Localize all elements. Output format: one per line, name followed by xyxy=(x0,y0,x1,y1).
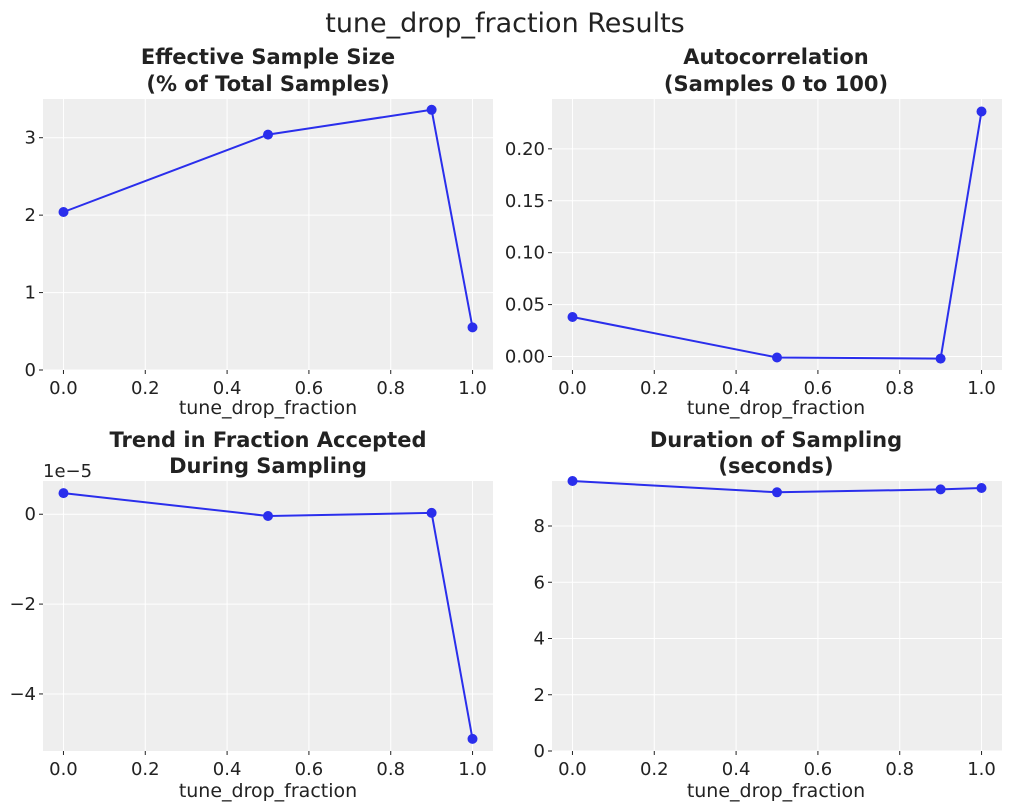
series-markers xyxy=(567,106,987,364)
axes: 0.0 0.2 0.4 0.6 0.8 1.0 0 2 4 6 8 xyxy=(534,516,996,780)
x-axis-label: tune_drop_fraction xyxy=(179,397,357,419)
x-tick-label: 0.6 xyxy=(295,378,324,399)
y-tick-label: 0 xyxy=(25,504,36,525)
x-axis-label: tune_drop_fraction xyxy=(687,397,865,419)
panel-autocorrelation: Autocorrelation (Samples 0 to 100) 0.0 0.… xyxy=(505,45,1002,419)
x-tick-label: 0.6 xyxy=(295,759,324,780)
x-tick-label: 0.4 xyxy=(722,759,751,780)
series-line xyxy=(572,111,983,360)
gridlines xyxy=(552,99,1002,370)
data-point xyxy=(58,207,69,217)
x-tick-label: 0.8 xyxy=(376,378,405,399)
series-line xyxy=(572,480,982,494)
x-axis-label: tune_drop_fraction xyxy=(179,780,357,802)
y-tick-label: 0.00 xyxy=(505,347,545,368)
data-point xyxy=(935,353,946,364)
data-point xyxy=(426,507,437,518)
series-markers xyxy=(567,476,987,498)
panel-trend-fraction-accepted: Trend in Fraction Accepted During Sampli… xyxy=(9,428,493,802)
data-point xyxy=(426,104,437,115)
y-tick-label: 0.05 xyxy=(505,295,545,316)
data-point xyxy=(467,733,478,744)
y-tick-label: 1 xyxy=(25,283,36,304)
y-tick-label: 2 xyxy=(25,205,36,226)
series-markers xyxy=(58,488,478,744)
data-point xyxy=(976,106,987,117)
y-tick-label: 0 xyxy=(25,360,36,381)
x-tick-label: 0.0 xyxy=(558,378,587,399)
plot-area xyxy=(43,99,493,370)
y-tick-label: 8 xyxy=(534,516,545,537)
x-tick-label: 0.4 xyxy=(722,378,751,399)
y-offset-label: 1e−5 xyxy=(43,461,92,482)
data-point xyxy=(467,322,478,333)
data-point xyxy=(58,488,69,499)
x-tick-label: 0.2 xyxy=(640,759,669,780)
x-tick-label: 1.0 xyxy=(967,378,996,399)
panel-title-line-1: Duration of Sampling xyxy=(650,428,902,452)
x-tick-label: 0.4 xyxy=(213,759,242,780)
y-tick-label: 0.15 xyxy=(505,191,545,212)
panel-title-line-2: (Samples 0 to 100) xyxy=(664,72,888,96)
x-tick-label: 0.8 xyxy=(885,378,914,399)
y-tick-label: 0.20 xyxy=(505,139,545,160)
gridlines xyxy=(43,99,493,371)
panel-title-line-2: (seconds) xyxy=(718,454,833,478)
y-tick-label: −4 xyxy=(9,684,36,705)
data-point xyxy=(772,487,782,498)
plot-area xyxy=(552,99,1002,370)
panel-duration-of-sampling: Duration of Sampling (seconds) 0.0 0.2 0.4… xyxy=(534,428,1002,802)
panel-effective-sample-size: Effective Sample Size (% of Total Sample… xyxy=(25,45,493,419)
y-tick-label: 6 xyxy=(534,572,545,593)
axes: 0.0 0.2 0.4 0.6 0.8 1.0 0 −2 −4 xyxy=(9,504,486,780)
x-tick-label: 1.0 xyxy=(458,378,487,399)
data-point xyxy=(935,484,946,495)
gridlines xyxy=(552,481,1002,752)
x-tick-label: 0.0 xyxy=(49,378,78,399)
plot-area xyxy=(43,481,493,751)
data-point xyxy=(976,483,987,493)
plot-area xyxy=(552,481,1002,751)
axes: 0.0 0.2 0.4 0.6 0.8 1.0 0 1 2 3 xyxy=(25,128,487,399)
y-tick-label: 0.10 xyxy=(505,243,545,264)
y-tick-label: 2 xyxy=(534,685,545,706)
y-tick-label: 0 xyxy=(534,741,545,762)
series-markers xyxy=(58,104,478,333)
x-tick-label: 0.6 xyxy=(804,378,833,399)
x-tick-label: 0.0 xyxy=(49,759,78,780)
data-point xyxy=(772,352,782,363)
x-tick-label: 0.4 xyxy=(213,378,242,399)
data-point xyxy=(263,511,273,521)
x-tick-label: 0.2 xyxy=(640,378,669,399)
x-tick-label: 0.2 xyxy=(131,759,160,780)
x-tick-label: 0.0 xyxy=(558,759,587,780)
panel-title-line-1: Autocorrelation xyxy=(683,45,868,69)
axes: 0.0 0.2 0.4 0.6 0.8 1.0 0.00 0.05 0.10 0.15 0.20 xyxy=(505,139,996,399)
x-tick-label: 0.6 xyxy=(804,759,833,780)
x-tick-label: 1.0 xyxy=(458,759,487,780)
x-tick-label: 0.2 xyxy=(131,378,160,399)
panel-title-line-2: (% of Total Samples) xyxy=(146,72,389,96)
panel-title-line-2: During Sampling xyxy=(169,454,367,478)
data-point xyxy=(567,476,578,486)
x-axis-label: tune_drop_fraction xyxy=(687,780,865,802)
panel-title-line-1: Trend in Fraction Accepted xyxy=(109,428,426,452)
y-tick-label: 3 xyxy=(25,128,36,149)
figure-title: tune_drop_fraction Results xyxy=(325,8,685,39)
panel-title-line-1: Effective Sample Size xyxy=(141,45,395,69)
data-point xyxy=(263,129,273,140)
y-tick-label: −2 xyxy=(9,594,36,615)
x-tick-label: 0.8 xyxy=(885,759,914,780)
x-tick-label: 1.0 xyxy=(967,759,996,780)
series-line xyxy=(63,492,474,740)
y-tick-label: 4 xyxy=(534,629,545,650)
series-line xyxy=(63,108,474,328)
x-tick-label: 0.8 xyxy=(376,759,405,780)
data-point xyxy=(567,312,578,322)
